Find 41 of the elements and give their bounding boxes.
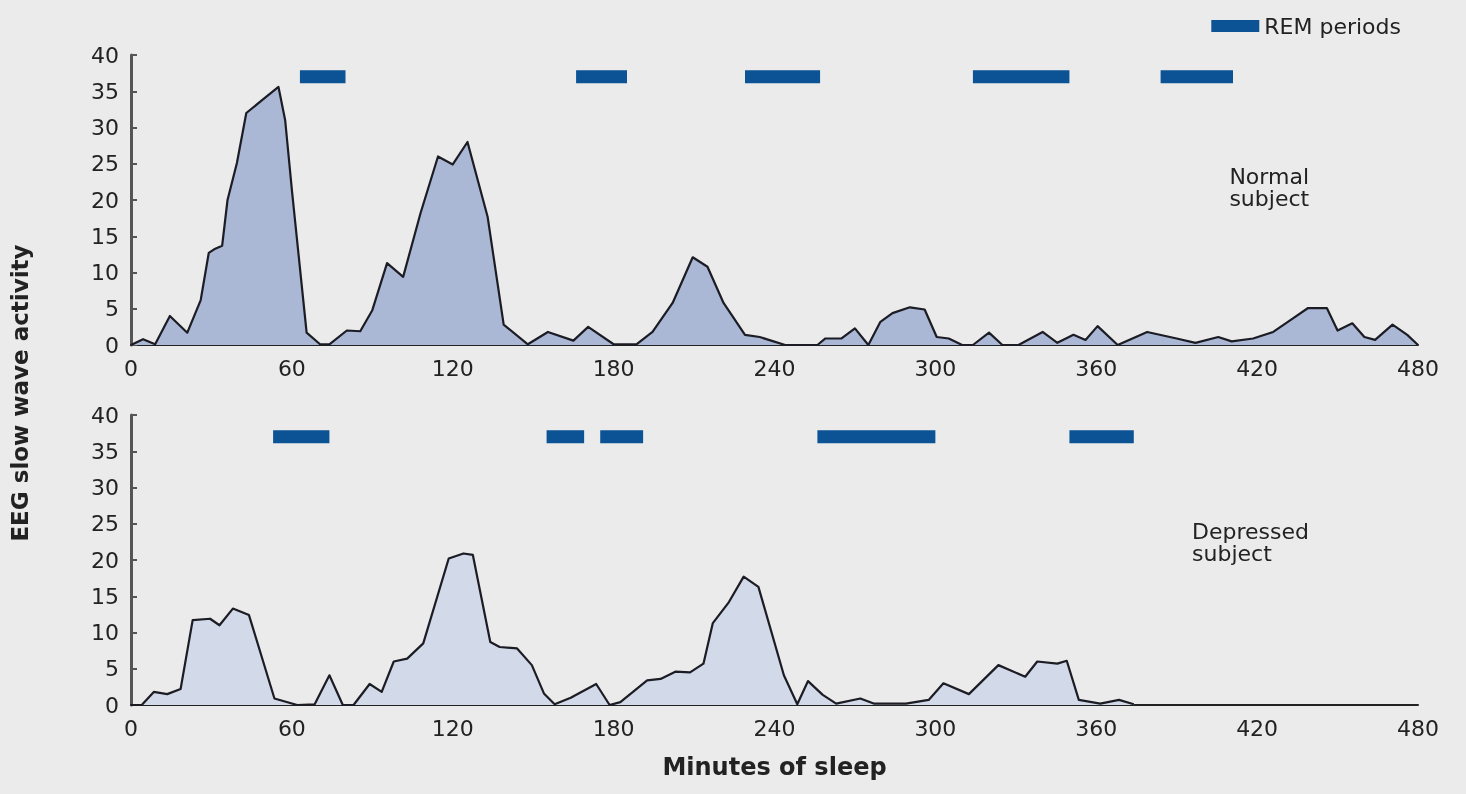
y-tick-label: 10: [91, 620, 119, 645]
y-tick-label: 5: [105, 296, 119, 322]
y-tick-label: 5: [105, 656, 119, 682]
y-tick-label: 35: [91, 438, 119, 464]
y-tick-label: 0: [105, 692, 119, 718]
x-tick-label: 360: [1075, 715, 1118, 741]
y-tick-label: 25: [91, 511, 119, 537]
y-tick-label: 30: [91, 115, 119, 140]
y-tick-label: 25: [91, 151, 119, 177]
legend-label: REM periods: [1264, 13, 1402, 39]
y-tick-label: 30: [91, 475, 119, 500]
y-tick-label: 40: [91, 42, 119, 68]
y-tick-label: 0: [105, 332, 119, 358]
x-tick-label: 180: [592, 715, 635, 741]
x-tick-label: 60: [277, 355, 306, 381]
x-tick-label: 360: [1075, 355, 1118, 381]
annotation: Depressed subject: [1192, 518, 1317, 566]
x-tick-label: 480: [1397, 355, 1439, 381]
x-tick-label: 420: [1236, 355, 1279, 381]
annotation: Normal subject: [1229, 163, 1316, 211]
y-tick-label: 40: [91, 402, 119, 428]
x-tick-label: 300: [914, 715, 957, 741]
x-tick-label: 120: [431, 715, 474, 741]
y-tick-label: 15: [91, 223, 119, 249]
y-tick-label: 10: [91, 260, 119, 285]
x-axis-title: Minutes of sleep: [662, 753, 887, 781]
x-tick-label: 240: [753, 355, 796, 381]
x-tick-label: 0: [124, 355, 138, 381]
y-tick-label: 20: [91, 187, 119, 213]
x-tick-label: 300: [914, 355, 957, 381]
x-tick-label: 480: [1397, 715, 1439, 741]
x-tick-label: 180: [592, 355, 635, 381]
x-tick-label: 60: [277, 715, 306, 741]
y-axis-title: EEG slow wave activity: [7, 243, 33, 543]
y-tick-label: 15: [91, 583, 119, 609]
x-tick-label: 0: [124, 715, 138, 741]
x-tick-label: 420: [1236, 715, 1279, 741]
y-tick-label: 35: [91, 78, 119, 104]
x-tick-label: 240: [753, 715, 796, 741]
y-tick-label: 20: [91, 547, 119, 573]
x-tick-label: 120: [431, 355, 474, 381]
